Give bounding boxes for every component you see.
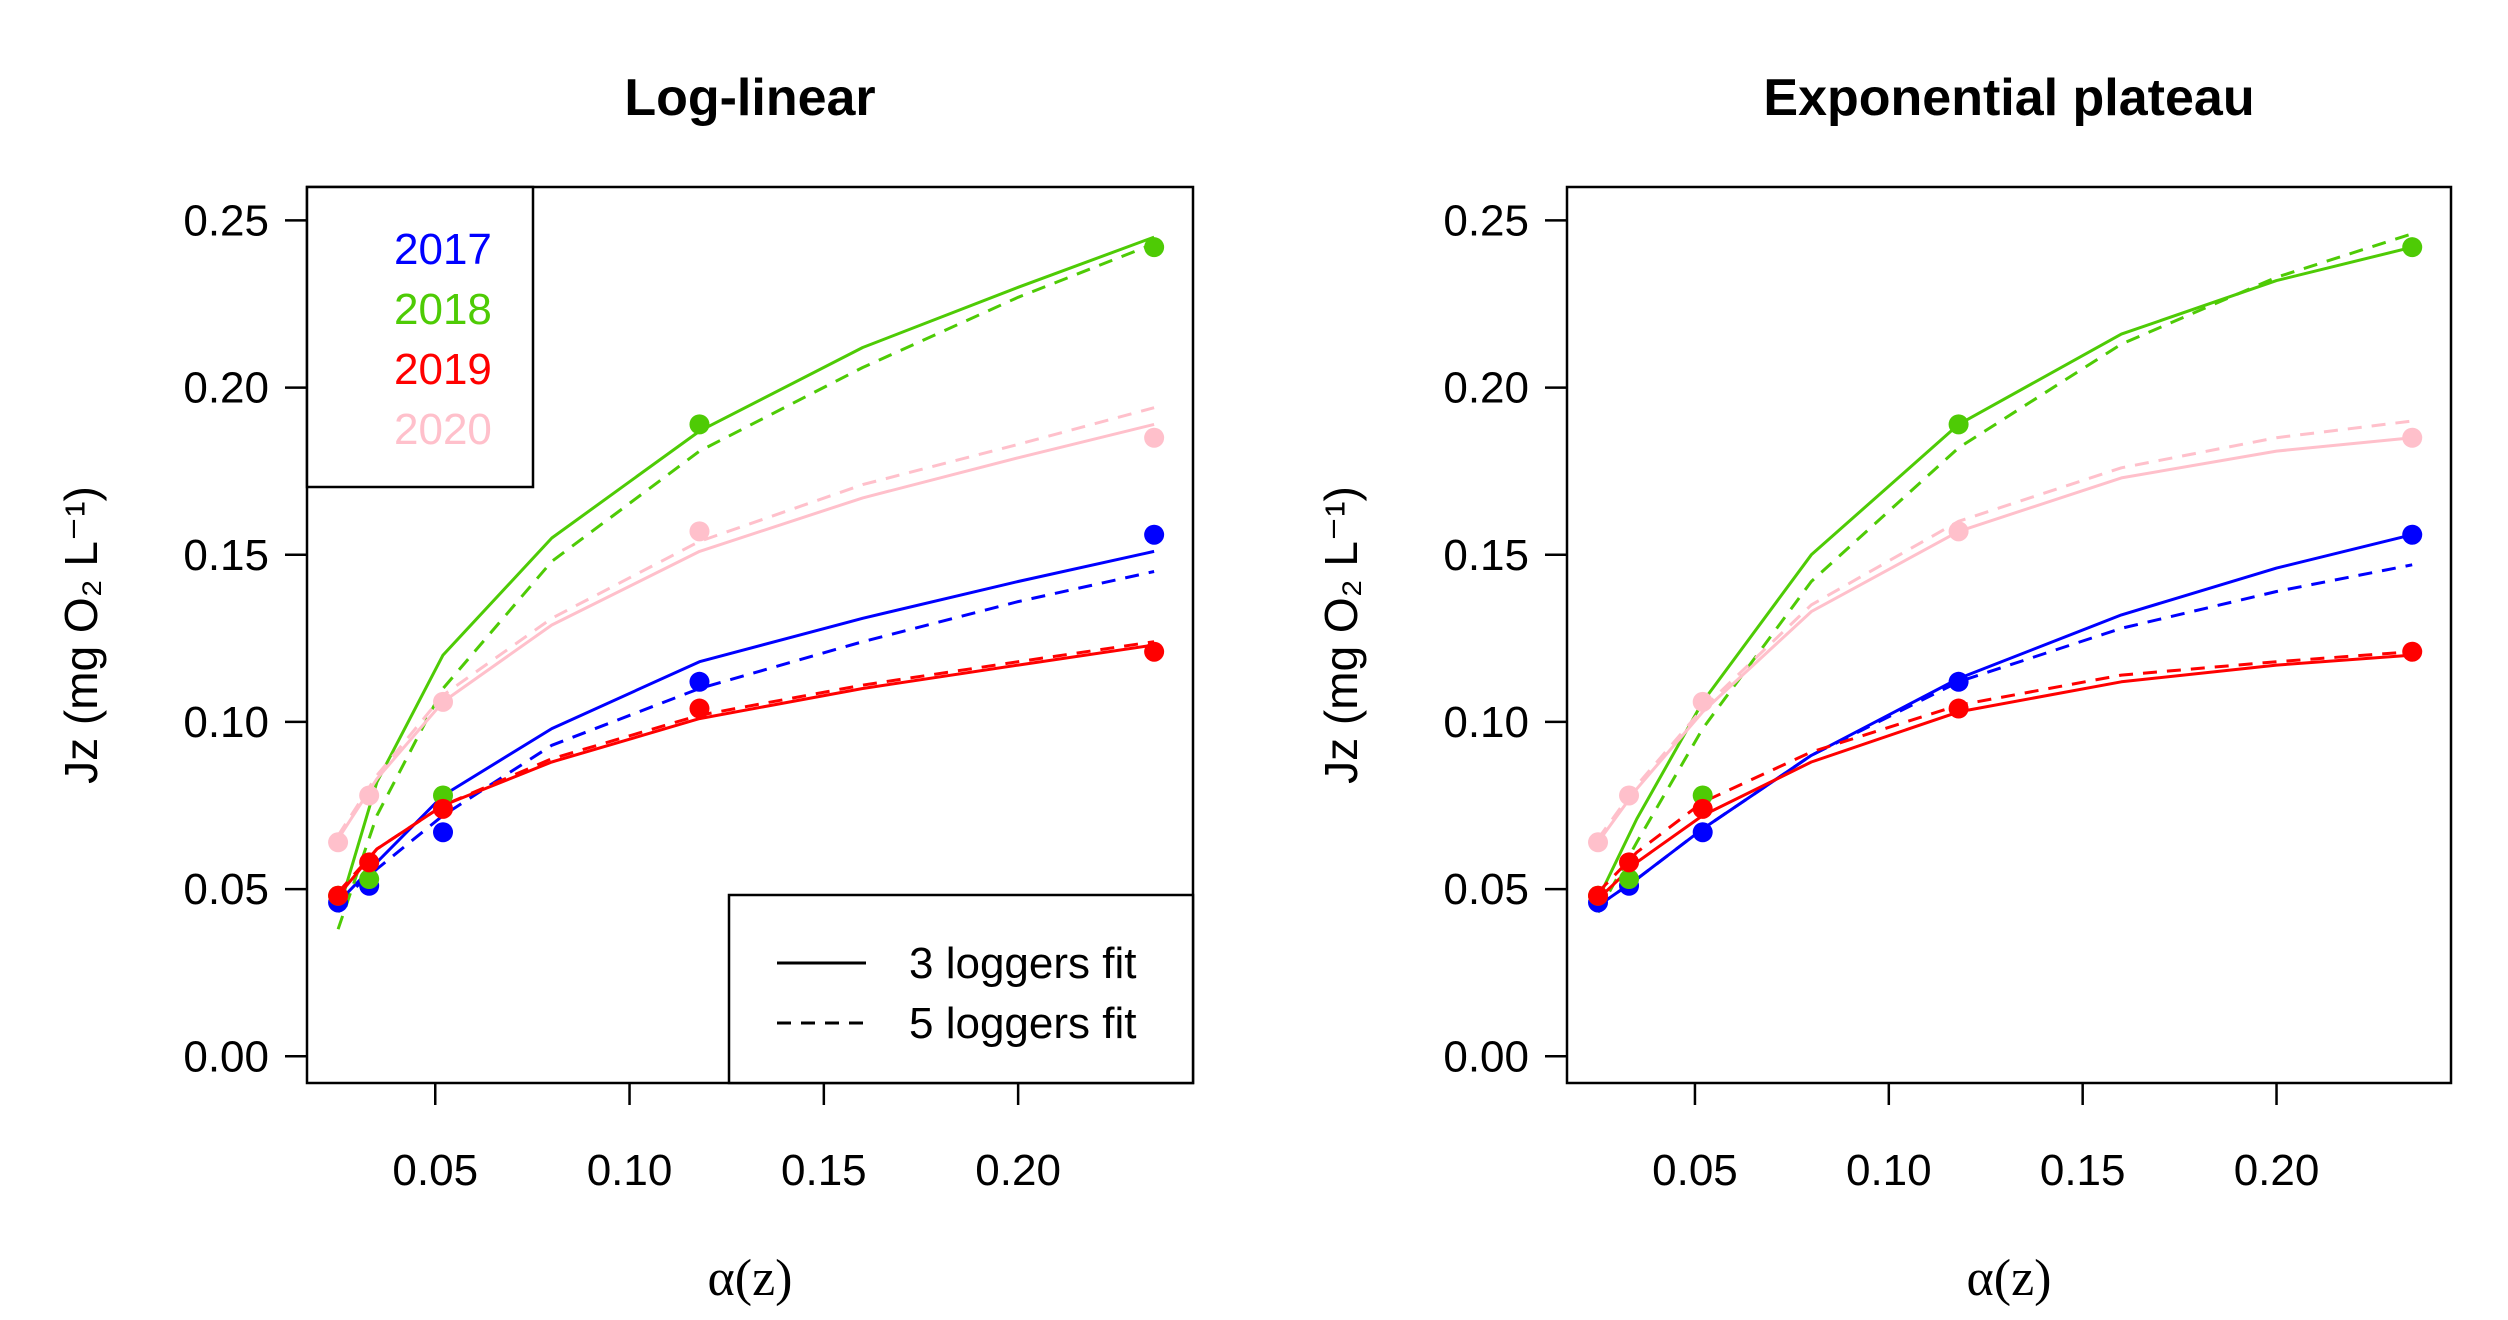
point-2020 [1619,785,1640,806]
x-tick-label: 0.20 [975,1146,1061,1195]
point-2019 [1144,641,1165,662]
y-axis-label: Jz (mg O₂ L⁻¹) [1315,486,1367,784]
series-2017-fit-3-loggers [1597,533,2413,908]
point-2017 [1692,822,1713,843]
legend-fit-label: 5 loggers fit [909,999,1136,1048]
x-axis-label: α(z) [1967,1250,2052,1307]
series-2017-fit-5-loggers [337,570,1155,904]
legend-fit-label: 3 loggers fit [909,939,1136,988]
chart-title: Exponential plateau [1763,69,2254,127]
y-tick-label: 0.05 [1443,865,1529,914]
y-tick-label: 0.25 [1443,196,1529,245]
x-tick-label: 0.10 [587,1146,673,1195]
point-2020 [433,691,454,712]
y-tick-label: 0.10 [183,698,269,747]
y-tick-label: 0.15 [183,531,269,580]
y-tick-label: 0.15 [1443,531,1529,580]
series-2019-fit-3-loggers [1596,653,2413,901]
point-2019 [433,798,454,819]
series-2019-fit-5-loggers [1596,650,2413,894]
point-2017 [1948,671,1969,692]
x-tick-label: 0.15 [781,1146,867,1195]
point-2017 [433,822,454,843]
series-2017-fit-5-loggers [1597,563,2413,908]
legend-year-2020: 2020 [394,405,492,454]
y-tick-label: 0.00 [183,1032,269,1081]
point-2018 [359,869,380,890]
series-2018-fit-3-loggers [1596,245,2413,900]
series-2019-fit-3-loggers [336,643,1155,897]
x-axis: 0.05 0.10 0.15 0.20 [1652,1083,2319,1195]
point-2018 [689,414,710,435]
x-axis-label: α(z) [708,1250,793,1307]
point-2019 [1619,852,1640,873]
series-2018-fit-5-loggers [336,242,1155,930]
series-2019-fit-5-loggers [336,640,1155,894]
point-2020 [1144,427,1165,448]
point-2017 [2402,524,2423,545]
x-tick-label: 0.05 [1652,1146,1738,1195]
panel-2: Exponential plateau0.000.050.100.150.200… [1315,69,2453,1307]
point-2020 [328,832,349,853]
y-tick-label: 0.25 [183,196,269,245]
point-2019 [1692,798,1713,819]
legend-year-2018: 2018 [394,285,492,334]
series-2020-fit-3-loggers [1596,436,2413,844]
series-2020-fit-5-loggers [336,406,1155,837]
point-2018 [1144,237,1165,258]
point-2020 [689,521,710,542]
x-tick-label: 0.15 [2040,1146,2126,1195]
x-tick-label: 0.05 [392,1146,478,1195]
y-axis-label: Jz (mg O₂ L⁻¹) [55,486,107,784]
legend-years: 2017 2018 2019 2020 [305,185,535,489]
y-tick-label: 0.00 [1443,1032,1529,1081]
point-2020 [2402,427,2423,448]
legend-years-box [305,185,535,489]
point-2019 [2402,641,2423,662]
chart-title: Log-linear [624,69,875,127]
series-2017-fit-3-loggers [337,549,1155,904]
x-tick-label: 0.10 [1846,1146,1932,1195]
legend-year-2019: 2019 [394,345,492,394]
legend-fits-box [727,893,1195,1085]
y-tick-label: 0.05 [183,865,269,914]
point-2018 [1948,414,1969,435]
point-2019 [359,852,380,873]
series-2018-fit-3-loggers [336,235,1155,913]
y-axis: 0.00 0.05 0.10 0.15 0.20 0.25 [183,196,307,1081]
point-2020 [359,785,380,806]
point-2020 [1588,832,1609,853]
point-2018 [1619,869,1640,890]
legend-fits: 3 loggers fit 5 loggers fit [727,893,1195,1085]
plot-area [1588,232,2423,914]
plot-area [328,235,1165,930]
series-2020-fit-3-loggers [336,422,1155,840]
point-2017 [1144,524,1165,545]
point-2020 [1948,521,1969,542]
y-axis: 0.00 0.05 0.10 0.15 0.20 0.25 [1443,196,1567,1081]
point-2019 [1588,885,1609,906]
point-2019 [1948,698,1969,719]
x-tick-label: 0.20 [2234,1146,2320,1195]
y-tick-label: 0.20 [183,364,269,413]
legend-year-2017: 2017 [394,225,492,274]
point-2018 [2402,237,2423,258]
point-2017 [689,671,710,692]
series-2020-fit-5-loggers [1596,419,2413,840]
x-axis: 0.05 0.10 0.15 0.20 [392,1083,1061,1195]
point-2019 [689,698,710,719]
point-2019 [328,885,349,906]
point-2020 [1692,691,1713,712]
series-2018-fit-5-loggers [1596,232,2413,914]
plot-frame [1565,185,2453,1085]
y-tick-label: 0.20 [1443,364,1529,413]
y-tick-label: 0.10 [1443,698,1529,747]
